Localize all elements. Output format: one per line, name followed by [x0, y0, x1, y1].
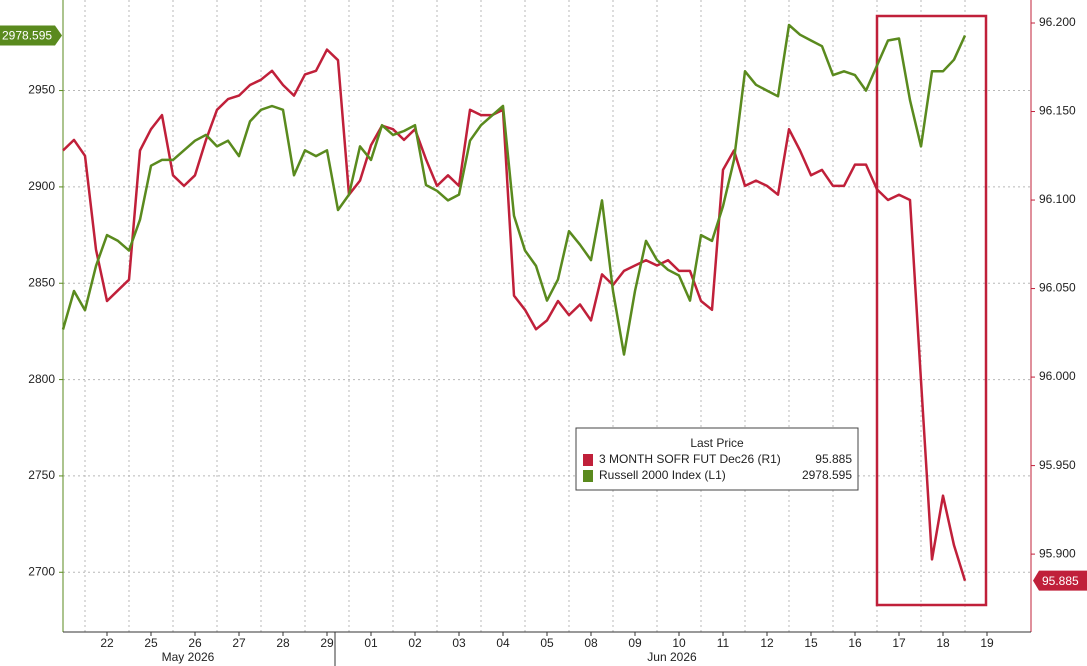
x-tick-label: 18 [936, 636, 950, 650]
y-tick-label: 2700 [28, 564, 55, 578]
x-tick-label: 10 [672, 636, 686, 650]
x-tick-label: 04 [496, 636, 510, 650]
x-tick-label: 26 [188, 636, 202, 650]
legend-title: Last Price [690, 436, 744, 450]
last-value-badge [1033, 570, 1087, 591]
legend: Last Price 3 MONTH SOFR FUT Dec26 (R1) 9… [575, 427, 859, 491]
x-tick-label: 03 [452, 636, 466, 650]
y2-tick-label: 96.150 [1039, 104, 1076, 118]
x-tick-label: 28 [276, 636, 290, 650]
badges: 95.885 2978.595 [0, 25, 1087, 591]
legend-label: Russell 2000 Index (L1) [599, 468, 726, 482]
y-tick-label: 2900 [28, 179, 55, 193]
y2-tick-label: 96.000 [1039, 369, 1076, 383]
legend-value: 2978.595 [802, 468, 852, 482]
month-label: Jun 2026 [647, 650, 697, 664]
x-tick-label: 25 [144, 636, 158, 650]
x-tick-label: 08 [584, 636, 598, 650]
grid [63, 0, 1031, 632]
x-tick-label: 19 [980, 636, 994, 650]
last-value-badge [0, 25, 62, 46]
legend-box [575, 427, 859, 491]
y2-tick-label: 96.200 [1039, 15, 1076, 29]
x-tick-label: 15 [804, 636, 818, 650]
last-value-label: 95.885 [1042, 574, 1079, 588]
series-line [61, 23, 967, 356]
legend-swatch [583, 470, 593, 482]
x-tick-label: 17 [892, 636, 906, 650]
y2-tick-label: 95.900 [1039, 546, 1076, 560]
x-tick-label: 12 [760, 636, 774, 650]
legend-label: 3 MONTH SOFR FUT Dec26 (R1) [599, 452, 781, 466]
legend-swatch [583, 454, 593, 466]
x-tick-label: 22 [100, 636, 114, 650]
y2-tick-label: 95.950 [1039, 458, 1076, 472]
x-tick-label: 16 [848, 636, 862, 650]
month-label: May 2026 [162, 650, 215, 664]
x-tick-label: 09 [628, 636, 642, 650]
x-tick-label: 02 [408, 636, 422, 650]
x-tick-label: 05 [540, 636, 554, 650]
x-tick-label: 11 [717, 636, 730, 650]
x-tick-label: 29 [320, 636, 334, 650]
lines [61, 23, 967, 582]
y-tick-label: 2950 [28, 83, 55, 97]
last-value-label: 2978.595 [2, 29, 52, 43]
legend-value: 95.885 [815, 452, 852, 466]
y2-tick-label: 96.050 [1039, 281, 1076, 295]
y-tick-label: 2800 [28, 372, 55, 386]
x-tick-label: 27 [232, 636, 246, 650]
y2-tick-label: 96.100 [1039, 192, 1076, 206]
y-tick-label: 2850 [28, 275, 55, 289]
highlight-box [875, 14, 988, 607]
y-tick-label: 2750 [28, 468, 55, 482]
series-line [62, 48, 967, 582]
x-tick-label: 01 [364, 636, 378, 650]
